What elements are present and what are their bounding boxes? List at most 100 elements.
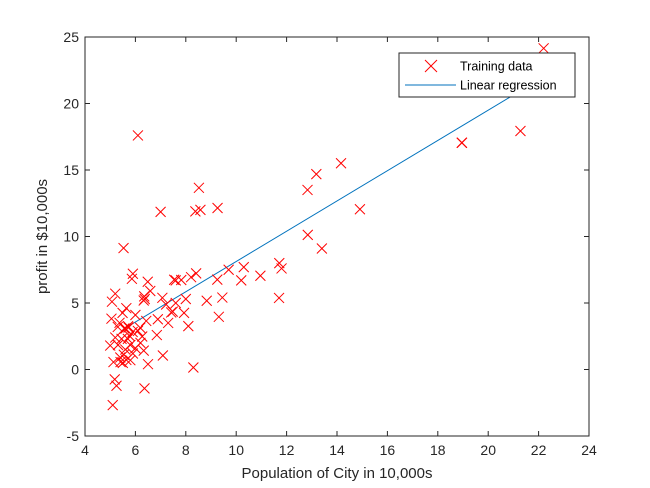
- data-point: [302, 229, 314, 241]
- data-point-stroke: [140, 315, 152, 327]
- x-tick-label: 24: [581, 442, 597, 458]
- legend: Training data Linear regression: [398, 52, 576, 98]
- data-point: [276, 263, 287, 274]
- data-point-stroke: [114, 317, 125, 329]
- y-tick-label: 15: [63, 162, 79, 178]
- data-point-stroke: [139, 383, 150, 394]
- data-point-stroke: [212, 202, 223, 214]
- data-point-stroke: [193, 182, 205, 194]
- data-point: [273, 257, 285, 269]
- data-point-stroke: [165, 307, 177, 318]
- data-point-stroke: [190, 267, 202, 279]
- data-point-stroke: [134, 322, 146, 334]
- data-point: [354, 203, 366, 215]
- data-point-stroke: [112, 339, 124, 351]
- data-point: [195, 204, 206, 216]
- data-point-stroke: [106, 296, 118, 308]
- data-point: [114, 352, 126, 363]
- data-point-stroke: [223, 264, 234, 276]
- data-point: [335, 157, 347, 169]
- data-point: [162, 317, 174, 329]
- x-tick-label: 10: [228, 442, 244, 458]
- data-point-stroke: [109, 288, 121, 300]
- data-point-stroke: [155, 206, 166, 218]
- data-point-stroke: [152, 313, 164, 325]
- data-point: [142, 276, 154, 288]
- data-point-stroke: [180, 293, 192, 305]
- data-point-stroke: [538, 42, 549, 54]
- data-point: [155, 206, 166, 218]
- axes-box: [84, 36, 590, 437]
- x-axis-label: Population of City in 10,000s: [242, 465, 433, 482]
- data-point: [109, 373, 121, 385]
- data-point: [117, 307, 128, 319]
- data-point-stroke: [178, 307, 190, 319]
- data-point-stroke: [117, 307, 128, 319]
- data-point-stroke: [182, 320, 194, 332]
- data-point: [111, 380, 122, 392]
- data-point-stroke: [238, 261, 250, 273]
- data-point-stroke: [135, 337, 146, 349]
- data-point: [190, 267, 202, 279]
- data-point-stroke: [276, 263, 287, 274]
- data-point: [157, 350, 169, 361]
- data-point-stroke: [170, 297, 182, 309]
- data-point-stroke: [515, 125, 526, 137]
- data-point: [120, 302, 132, 314]
- data-point-stroke: [216, 292, 228, 303]
- data-point: [170, 297, 182, 309]
- data-point-stroke: [188, 362, 199, 373]
- data-point: [193, 182, 205, 194]
- data-point: [182, 320, 194, 332]
- data-point: [112, 321, 124, 333]
- data-point: [223, 264, 234, 276]
- data-point-stroke: [115, 356, 126, 368]
- data-point: [138, 295, 150, 306]
- data-point-stroke: [157, 292, 168, 304]
- data-point: [104, 340, 116, 351]
- data-point-stroke: [195, 204, 206, 216]
- data-point: [138, 290, 150, 302]
- data-point: [109, 288, 121, 300]
- data-point: [160, 299, 172, 310]
- data-point: [151, 329, 163, 341]
- data-point-stroke: [127, 268, 139, 280]
- x-tick-label: 12: [279, 442, 295, 458]
- x-tick-label: 22: [531, 442, 547, 458]
- data-point-stroke: [310, 168, 322, 180]
- data-point: [134, 322, 146, 334]
- data-point: [216, 292, 228, 303]
- data-point: [142, 358, 154, 370]
- y-tick-label: 25: [63, 29, 79, 45]
- data-point-stroke: [273, 257, 285, 269]
- data-point: [136, 331, 148, 342]
- data-point-stroke: [124, 330, 135, 342]
- data-point-stroke: [255, 270, 266, 282]
- data-point-stroke: [456, 137, 468, 149]
- data-point: [157, 292, 168, 304]
- data-point: [170, 275, 182, 286]
- y-tick-label: 5: [71, 295, 79, 311]
- data-point: [119, 344, 131, 355]
- x-tick-label: 20: [480, 442, 496, 458]
- legend-marker-training-data: [424, 59, 438, 73]
- data-point-stroke: [117, 357, 129, 369]
- data-point-stroke: [127, 348, 139, 359]
- data-point: [538, 42, 549, 54]
- data-point-stroke: [213, 311, 225, 323]
- data-point: [180, 293, 192, 305]
- data-point-stroke: [142, 276, 154, 288]
- data-point-stroke: [132, 130, 144, 141]
- data-point-stroke: [302, 184, 313, 196]
- data-point-stroke: [112, 321, 124, 333]
- data-point-stroke: [106, 313, 117, 325]
- data-point: [107, 399, 119, 411]
- regression-line: [122, 76, 544, 331]
- data-point: [115, 356, 126, 368]
- data-point-stroke: [130, 309, 141, 321]
- x-tick-label: 16: [380, 442, 396, 458]
- data-point: [201, 295, 213, 307]
- data-point-stroke: [185, 271, 197, 283]
- data-point-stroke: [144, 285, 156, 297]
- data-point-stroke: [109, 332, 121, 343]
